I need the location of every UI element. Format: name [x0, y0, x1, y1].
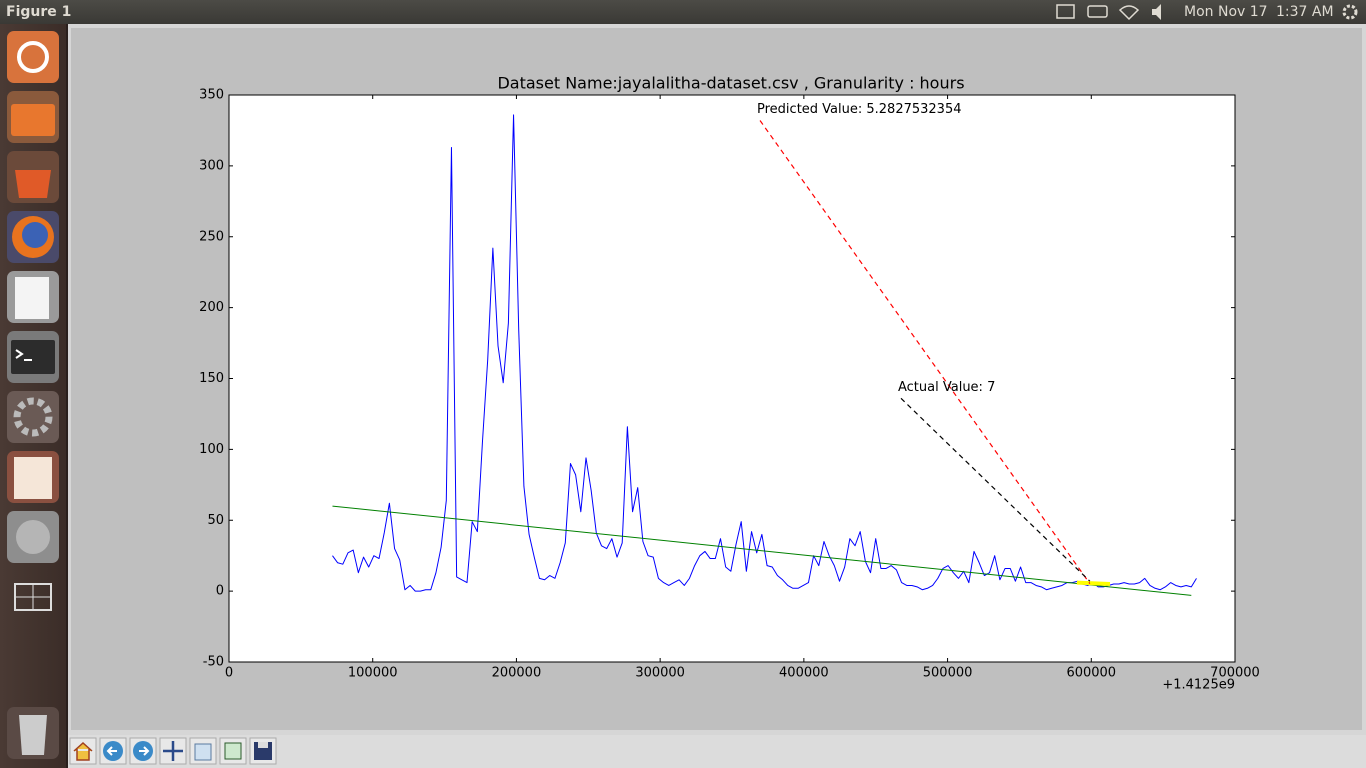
volume-icon[interactable] [1152, 4, 1161, 20]
x-tick-label: 500000 [923, 666, 973, 681]
mail-icon[interactable] [1056, 4, 1075, 19]
files-folder [11, 104, 55, 136]
x-tick-label: 700000 [1210, 666, 1260, 681]
save-label [258, 742, 268, 748]
software-bag [15, 170, 51, 198]
top-panel [0, 0, 1366, 24]
x-tick-label: 0 [225, 666, 233, 681]
toolbar [68, 735, 1366, 768]
impress-page [14, 457, 52, 499]
battery-icon[interactable] [1087, 5, 1108, 18]
y-tick-label: 150 [199, 371, 224, 386]
annotation-arrow [900, 397, 1091, 582]
launcher-edge [66, 24, 68, 768]
y-tick-label: 0 [216, 584, 224, 599]
x-tick-label: 200000 [492, 666, 542, 681]
y-tick-label: 50 [207, 513, 224, 528]
panel-time[interactable]: 1:37 AM [1276, 4, 1334, 20]
plot-frame [228, 94, 1236, 663]
y-tick-label: 200 [199, 300, 224, 315]
settings-gear [13, 397, 53, 437]
workspace-grid [15, 584, 51, 610]
annotation-text: Actual Value: 7 [898, 380, 995, 395]
plot-area [229, 95, 1235, 662]
y-tick-label: -50 [203, 655, 224, 670]
window-title: Figure 1 [6, 4, 71, 20]
toolbar-buttons [69, 737, 277, 765]
back-arrow [106, 746, 117, 756]
wifi-icon[interactable] [1118, 5, 1140, 21]
panel-date[interactable]: Mon Nov 17 [1184, 4, 1268, 20]
home-glyph [73, 741, 93, 761]
y-tick-label: 300 [199, 158, 224, 173]
y-tick-label: 250 [199, 229, 224, 244]
trash-can [19, 715, 47, 755]
x-offset-label: +1.4125e9 [1162, 678, 1235, 693]
x-tick-label: 100000 [348, 666, 398, 681]
series-line [332, 505, 1192, 596]
x-tick-label: 600000 [1066, 666, 1116, 681]
annotation-text: Predicted Value: 5.2827532354 [757, 102, 961, 117]
x-tick-label: 300000 [635, 666, 685, 681]
pan-glyph [163, 741, 183, 761]
text-editor-page [15, 277, 49, 319]
launcher-icons [7, 31, 59, 759]
subplots-glyph [224, 742, 242, 760]
y-tick-label: 350 [199, 88, 224, 103]
terminal-prompt [15, 349, 32, 361]
help-circle [16, 520, 50, 554]
chart-title: Dataset Name:jayalalitha-dataset.csv , G… [497, 74, 964, 93]
dash-icon[interactable] [7, 31, 59, 83]
series-line [332, 114, 1197, 592]
y-tick-label: 100 [199, 442, 224, 457]
firefox-core [22, 222, 48, 248]
series-line [1076, 580, 1111, 587]
x-tick-label: 400000 [779, 666, 829, 681]
system-menu-icon[interactable] [1342, 4, 1358, 20]
zoom-glyph [194, 743, 212, 761]
annotation-arrow [759, 120, 1091, 584]
terminal-screen [11, 340, 55, 374]
dash-logo [17, 41, 49, 73]
forward-arrow [139, 746, 150, 756]
